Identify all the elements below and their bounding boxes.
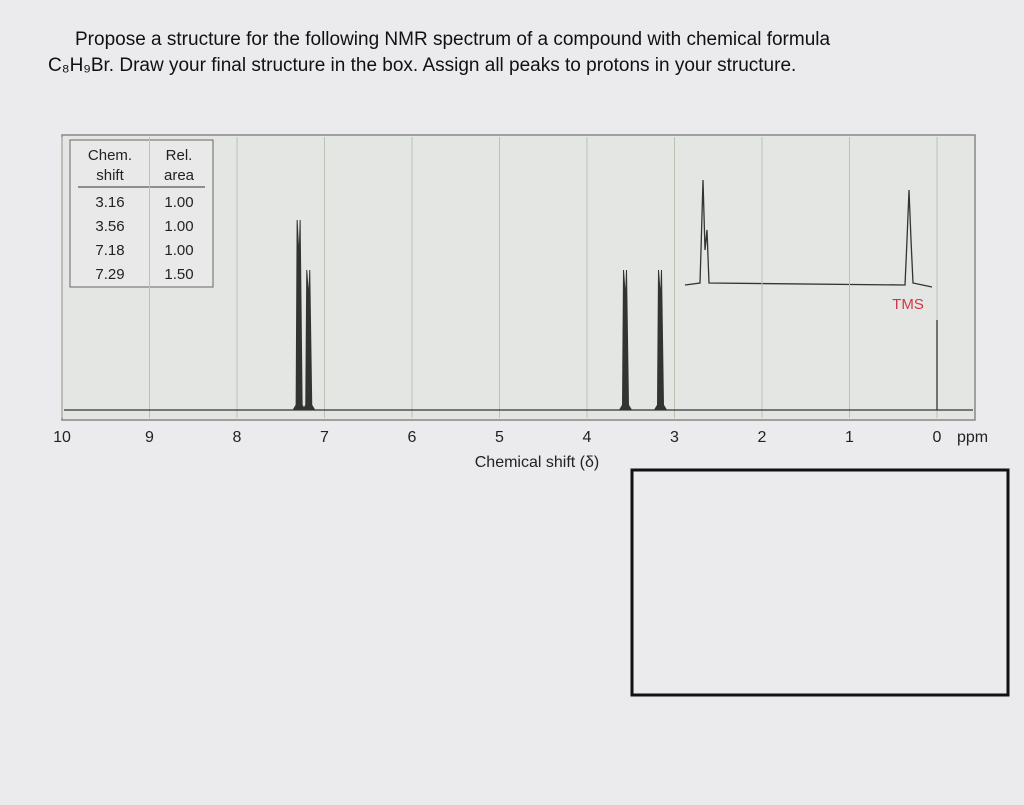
x-tick-label: 2	[758, 429, 767, 446]
tms-label: TMS	[892, 296, 924, 313]
x-tick-label: 6	[408, 429, 417, 446]
expansion-trace	[684, 179, 933, 288]
peak	[619, 269, 632, 411]
x-tick-label: 0	[933, 429, 942, 446]
x-tick-label: 4	[583, 429, 592, 446]
x-unit: ppm	[957, 429, 988, 446]
table-cell: 7.18	[95, 242, 124, 259]
x-tick-label: 5	[495, 429, 504, 446]
peak	[654, 269, 667, 411]
peak	[302, 269, 316, 411]
table-cell: 1.50	[164, 266, 193, 283]
spectrum-frame	[61, 134, 976, 421]
table-cell: 3.16	[95, 194, 124, 211]
x-tick-label: 10	[53, 429, 71, 446]
peak	[292, 219, 306, 411]
table-header: Rel. area	[164, 147, 195, 184]
x-axis-label: Chemical shift (δ)	[475, 454, 599, 471]
table-header: Chem. shift	[88, 147, 132, 184]
table-cell: 3.56	[95, 218, 124, 235]
question-line: C₈H₉Br. Draw your final structure in the…	[48, 55, 796, 76]
table-cell: 1.00	[164, 242, 193, 259]
answer-box	[630, 468, 1010, 697]
question-line: Propose a structure for the following NM…	[75, 29, 830, 50]
x-tick-label: 8	[233, 429, 242, 446]
x-tick-label: 9	[145, 429, 154, 446]
table-cell: 7.29	[95, 266, 124, 283]
x-tick-label: 7	[320, 429, 329, 446]
table-cell: 1.00	[164, 218, 193, 235]
table-cell: 1.00	[164, 194, 193, 211]
x-tick-label: 1	[845, 429, 854, 446]
shift-table	[69, 139, 214, 288]
x-tick-label: 3	[670, 429, 679, 446]
